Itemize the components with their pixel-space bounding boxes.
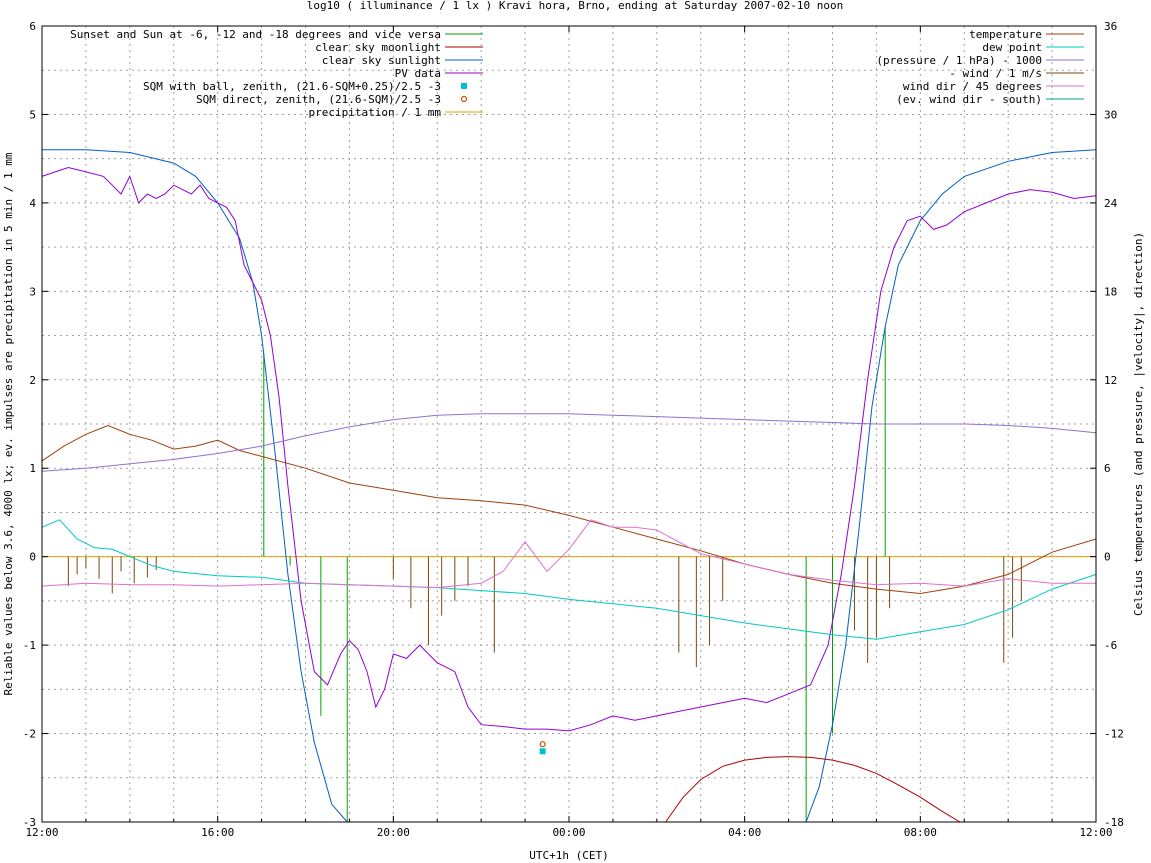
y-right-tick-label: 12 bbox=[1104, 374, 1117, 387]
y-left-tick-label: -3 bbox=[23, 816, 36, 829]
x-tick-label: 04:00 bbox=[728, 826, 761, 839]
series-lines bbox=[41, 149, 1097, 823]
y-right-tick-label: 6 bbox=[1104, 462, 1111, 475]
series-clear-sky-moonlight bbox=[665, 756, 961, 823]
chart-title: log10 ( illuminance / 1 lx ) Kravi hora,… bbox=[307, 0, 843, 12]
y-right-tick-label: 36 bbox=[1104, 20, 1117, 33]
series-clear-sky-sunlight bbox=[42, 149, 350, 823]
legend: Sunset and Sun at -6, -12 and -18 degree… bbox=[70, 28, 1084, 119]
series-temperature bbox=[41, 424, 1097, 595]
x-tick-label: 12:00 bbox=[1079, 826, 1112, 839]
x-tick-label: 16:00 bbox=[201, 826, 234, 839]
y-right-tick-label: 0 bbox=[1104, 551, 1111, 564]
x-tick-label: 12:00 bbox=[25, 826, 58, 839]
y-right-tick-label: 18 bbox=[1104, 285, 1117, 298]
series-clear-sky-sunlight bbox=[805, 149, 1097, 823]
legend-label: PV data bbox=[395, 67, 441, 80]
legend-label: SQM direct, zenith, (21.6-SQM)/2.5 -3 bbox=[196, 93, 441, 106]
x-tick-label: 00:00 bbox=[552, 826, 585, 839]
x-tick-label: 20:00 bbox=[377, 826, 410, 839]
y-right-tick-label: 30 bbox=[1104, 108, 1117, 121]
legend-label: clear sky moonlight bbox=[315, 41, 441, 54]
series-wind-dir-45-degrees bbox=[41, 519, 1096, 589]
series-pressure-1-hpa-1000 bbox=[41, 413, 1097, 472]
legend-label: (pressure / 1 hPa) - 1000 bbox=[876, 54, 1042, 67]
legend-label: - wind / 1 m/s bbox=[949, 67, 1042, 80]
legend-sample bbox=[461, 83, 467, 89]
axes: 12:00 16:00 20:00 00:00 04:00 08:00 12:00-3-2-… bbox=[23, 20, 1124, 839]
y-left-tick-label: 6 bbox=[29, 20, 36, 33]
y-axis-label-right: Celsius temperatures (and pressure, |vel… bbox=[1132, 232, 1145, 616]
sqm-ball-point bbox=[539, 748, 546, 755]
y-left-tick-label: 0 bbox=[29, 551, 36, 564]
legend-label: precipitation / 1 mm bbox=[309, 106, 442, 119]
y-left-tick-label: -1 bbox=[23, 639, 36, 652]
legend-label: clear sky sunlight bbox=[322, 54, 441, 67]
x-tick-label: 08:00 bbox=[904, 826, 937, 839]
y-left-tick-label: 1 bbox=[29, 462, 36, 475]
legend-label: wind dir / 45 degrees bbox=[903, 80, 1042, 93]
series-dew-point bbox=[41, 519, 1097, 640]
series-pv-data bbox=[41, 166, 1097, 732]
y-right-tick-label: -6 bbox=[1104, 639, 1117, 652]
legend-label: SQM with ball, zenith, (21.6-SQM+0.25)/2… bbox=[143, 80, 441, 93]
y-right-tick-label: -18 bbox=[1104, 816, 1124, 829]
y-left-tick-label: 4 bbox=[29, 197, 36, 210]
x-axis-label: UTC+1h (CET) bbox=[529, 849, 608, 862]
legend-label: temperature bbox=[969, 28, 1042, 41]
y-right-tick-label: -12 bbox=[1104, 728, 1124, 741]
markers bbox=[539, 741, 546, 755]
y-axis-label-left: Reliable values below 3.6, 4000 lx; ev. … bbox=[2, 152, 15, 695]
sqm-direct-point bbox=[539, 741, 546, 748]
legend-label: Sunset and Sun at -6, -12 and -18 degree… bbox=[70, 28, 441, 41]
legend-sample bbox=[460, 95, 468, 103]
legend-label: dew point bbox=[982, 41, 1042, 54]
y-left-tick-label: 3 bbox=[29, 285, 36, 298]
y-left-tick-label: -2 bbox=[23, 728, 36, 741]
y-right-tick-label: 24 bbox=[1104, 197, 1118, 210]
legend-label: (ev. wind dir - south) bbox=[896, 93, 1042, 106]
y-left-tick-label: 5 bbox=[29, 108, 36, 121]
y-left-tick-label: 2 bbox=[29, 374, 36, 387]
